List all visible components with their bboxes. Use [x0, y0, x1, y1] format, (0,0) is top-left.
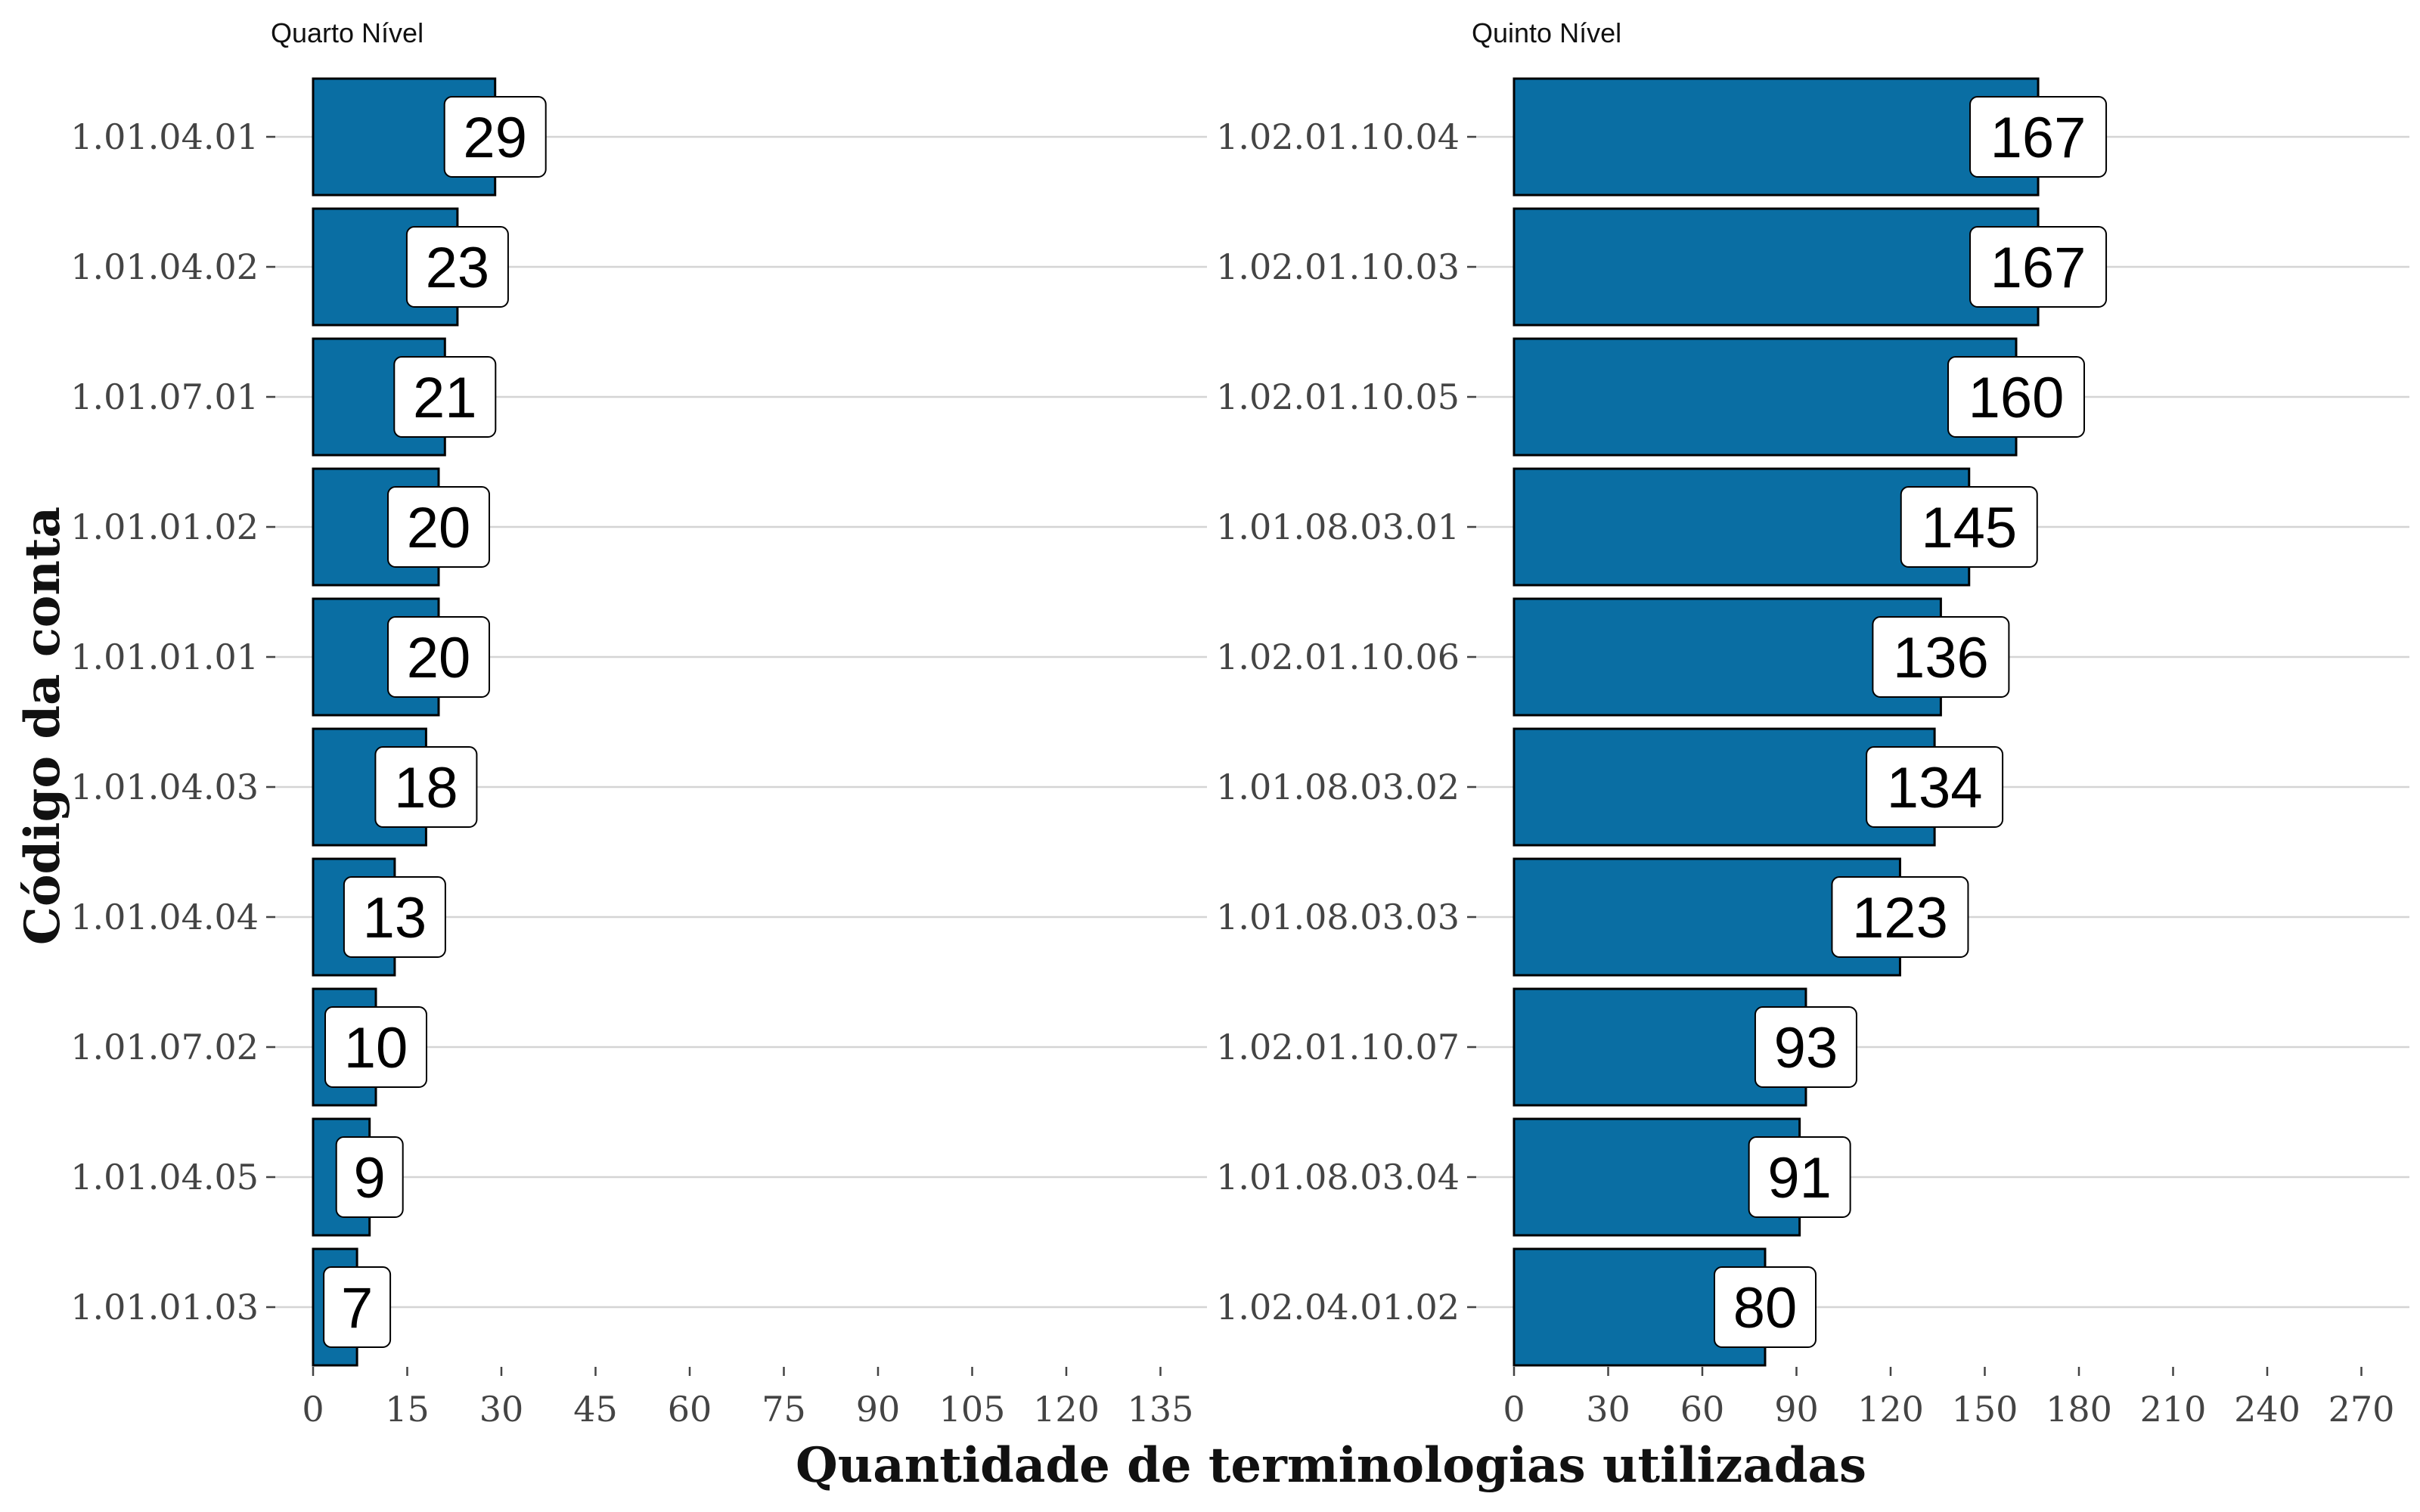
x-tick-label: 0	[302, 1389, 324, 1430]
value-label: 29	[463, 106, 527, 170]
x-tick-label: 180	[2046, 1389, 2112, 1430]
x-tick-label: 30	[479, 1389, 524, 1430]
value-label: 93	[1774, 1016, 1838, 1080]
y-axis-title: Código da conta	[14, 507, 71, 945]
category-label: 1.01.01.03	[70, 1287, 259, 1328]
category-label: 1.02.01.10.07	[1216, 1027, 1460, 1067]
value-label: 20	[407, 626, 471, 690]
x-tick-label: 90	[1774, 1389, 1819, 1430]
category-label: 1.02.01.10.03	[1216, 246, 1460, 287]
x-tick-label: 120	[1033, 1389, 1100, 1430]
bar	[1512, 77, 2040, 197]
value-label-box	[1831, 876, 1969, 958]
facet-panel: Quarto Nível 1.01.04.01 29 1.01.04.02 23 1.01…	[70, 17, 1207, 1430]
value-label-box	[335, 1136, 404, 1218]
value-label: 80	[1733, 1276, 1798, 1340]
facet-title: Quinto Nível	[1472, 17, 1621, 48]
value-label-box	[1754, 1006, 1857, 1088]
category-label: 1.02.01.10.05	[1216, 376, 1460, 417]
bar	[1512, 597, 1942, 717]
value-label-box	[1947, 356, 2085, 438]
x-tick-label: 135	[1128, 1389, 1194, 1430]
category-label: 1.01.04.02	[70, 246, 259, 287]
value-label: 167	[1990, 106, 2086, 170]
x-axis-title: Quantidade de terminologias utilizadas	[796, 1437, 1866, 1494]
bar	[1512, 337, 2018, 457]
x-tick-label: 120	[1857, 1389, 1924, 1430]
value-label-box	[405, 226, 509, 308]
value-label: 23	[426, 236, 490, 300]
value-label: 13	[363, 886, 427, 950]
category-label: 1.01.04.05	[70, 1157, 259, 1198]
category-label: 1.01.01.01	[70, 637, 259, 677]
value-label: 7	[341, 1276, 373, 1340]
x-tick-label: 60	[1680, 1389, 1725, 1430]
value-label-box	[1748, 1136, 1851, 1218]
category-label: 1.02.04.01.02	[1216, 1287, 1460, 1328]
x-tick-label: 240	[2234, 1389, 2301, 1430]
value-label-box	[1714, 1266, 1817, 1348]
category-label: 1.01.08.03.01	[1216, 507, 1460, 547]
value-label-box	[1900, 486, 2038, 568]
x-tick-label: 15	[385, 1389, 430, 1430]
value-label-box	[387, 486, 490, 568]
x-tick-label: 150	[1952, 1389, 2018, 1430]
value-label: 134	[1887, 756, 1983, 820]
value-label: 136	[1893, 626, 1989, 690]
facet-title: Quarto Nível	[271, 17, 424, 48]
value-label-box	[343, 876, 446, 958]
category-label: 1.01.07.02	[70, 1027, 259, 1067]
value-label-box	[374, 746, 478, 828]
value-label-box	[443, 96, 547, 178]
value-label: 20	[407, 496, 471, 560]
x-tick-label: 60	[668, 1389, 712, 1430]
category-label: 1.01.04.04	[70, 897, 259, 937]
bar	[1512, 207, 2040, 327]
category-label: 1.02.01.10.06	[1216, 637, 1460, 677]
x-tick-label: 270	[2328, 1389, 2395, 1430]
category-label: 1.01.08.03.04	[1216, 1157, 1460, 1198]
value-label: 123	[1852, 886, 1948, 950]
value-label-box	[1872, 616, 2010, 698]
value-label-box	[387, 616, 490, 698]
value-label: 91	[1767, 1146, 1832, 1210]
value-label-box	[1866, 746, 2004, 828]
x-tick-label: 75	[762, 1389, 806, 1430]
category-label: 1.01.08.03.02	[1216, 767, 1460, 807]
x-tick-label: 210	[2140, 1389, 2207, 1430]
x-tick-label: 45	[573, 1389, 618, 1430]
x-tick-label: 90	[856, 1389, 901, 1430]
value-label-box	[393, 356, 497, 438]
category-label: 1.01.08.03.03	[1216, 897, 1460, 937]
value-label-box	[323, 1266, 392, 1348]
bar	[1512, 467, 1971, 587]
facet-panel: Quinto Nível 1.02.01.10.04 167 1.02.01.10.0…	[1216, 17, 2409, 1430]
value-label: 9	[354, 1146, 386, 1210]
bar	[1512, 727, 1936, 847]
value-label-box	[324, 1006, 427, 1088]
x-tick-label: 0	[1503, 1389, 1525, 1430]
category-label: 1.01.07.01	[70, 376, 259, 417]
x-tick-label: 105	[939, 1389, 1006, 1430]
value-label: 160	[1969, 366, 2065, 430]
x-tick-label: 30	[1586, 1389, 1630, 1430]
facet-panels: Quarto Nível 1.01.04.01 29 1.01.04.02 23 1.01…	[70, 17, 2409, 1430]
category-label: 1.01.04.01	[70, 116, 259, 157]
category-label: 1.01.04.03	[70, 767, 259, 807]
value-label: 18	[394, 756, 458, 820]
category-label: 1.02.01.10.04	[1216, 116, 1460, 157]
value-label: 21	[413, 366, 477, 430]
value-label-box	[1969, 226, 2108, 308]
value-label: 167	[1990, 236, 2086, 300]
value-label: 145	[1921, 496, 2017, 560]
value-label: 10	[344, 1016, 408, 1080]
value-label-box	[1969, 96, 2108, 178]
category-label: 1.01.01.02	[70, 507, 259, 547]
